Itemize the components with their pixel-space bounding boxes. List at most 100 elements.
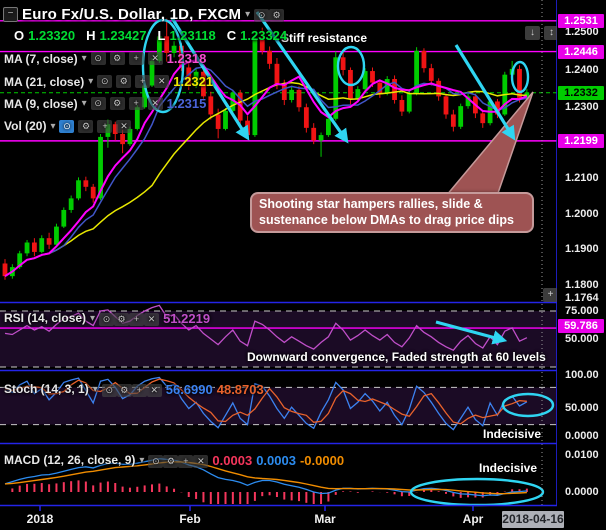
indicator-row-ma2: MA (9, close) ▾ ⊙ ⚙ + ✕ 1.2315 [4,96,206,111]
plus-icon[interactable]: + [178,455,194,468]
plus-icon[interactable]: + [131,384,147,397]
eye-icon[interactable]: ⊙ [90,97,106,110]
symbol-title[interactable]: Euro Fx/U.S. Dollar, 1D, FXCM [22,5,242,23]
indicator-row-ma0: MA (7, close) ▾ ⊙ ⚙ + ✕ 1.2318 [4,51,206,66]
gear-icon[interactable]: ⚙ [163,455,179,468]
chevron-down-icon[interactable]: ▾ [92,383,98,395]
highlight-ellipse[interactable] [336,45,366,87]
chevron-down-icon[interactable]: ▾ [139,454,145,466]
eye-icon[interactable]: ⊙ [148,455,164,468]
price-scale-label: 1.2400 [565,64,599,76]
open-value: 1.23320 [28,28,76,43]
price-scale-label: 0.0000 [565,486,599,498]
rsi-label[interactable]: RSI (14, close) [4,311,87,325]
eye-icon[interactable]: ⊙ [99,313,115,326]
macd-signal-value: -0.0000 [299,452,345,468]
price-scale-label: 1.2100 [565,172,599,184]
series-icon-group: ⊙ ⚙ [254,5,285,23]
eye-icon[interactable]: ⊙ [59,119,75,133]
close-label: C [226,28,237,43]
plus-icon[interactable]: + [128,97,144,110]
price-scale-label: 0.0000 [565,430,599,442]
trend-arrow[interactable] [435,320,508,345]
gear-icon[interactable]: ⚙ [116,384,132,397]
scale-down-button[interactable]: ↓ [525,26,540,40]
price-scale-label: 100.00 [565,369,599,381]
chevron-down-icon[interactable]: ▾ [90,312,96,324]
price-scale-label: 1.2300 [565,101,599,113]
gear-icon[interactable]: ⚙ [114,313,130,326]
stoch-label[interactable]: Stoch (14, 3, 1) [4,382,89,396]
crosshair-date-chip: 2018-04-16 [502,511,564,528]
price-scale-label: 0.0100 [565,449,599,461]
gear-icon[interactable]: ⚙ [78,119,94,133]
pane-plus-button[interactable]: + [543,288,558,302]
chevron-down-icon[interactable]: ▾ [245,8,251,20]
indicator-row-ma1: MA (21, close) ▾ ⊙ ⚙ + ✕ 1.2321 [4,74,213,89]
close-icon[interactable]: ✕ [154,75,170,88]
macd-label[interactable]: MACD (12, 26, close, 9) [4,453,136,467]
rsi-line [4,304,528,352]
highlight-ellipse[interactable] [501,392,555,418]
symbol-header: − Euro Fx/U.S. Dollar, 1D, FXCM ▾ ⊙ ⚙ [3,5,285,23]
eye-icon[interactable]: ⊙ [90,52,106,65]
macd-icon-group: ⊙ ⚙ + ✕ [148,451,209,469]
close-icon[interactable]: ✕ [146,384,162,397]
eye-icon[interactable]: ⊙ [101,384,117,397]
chevron-down-icon[interactable]: ▾ [81,98,87,109]
close-icon[interactable]: ✕ [144,313,160,326]
eye-icon[interactable]: ⊙ [97,75,113,88]
price-level-chip: 1.2199 [558,134,604,148]
time-axis-label: Feb [179,512,201,526]
indicator-value: 1.2315 [166,96,207,111]
plus-icon[interactable]: + [135,75,151,88]
trend-arrow[interactable] [454,44,516,141]
rsi-annotation: Downward convergence, Faded strength at … [247,350,546,364]
gear-icon[interactable]: ⚙ [109,97,125,110]
eye-icon[interactable]: ⊙ [254,9,270,22]
stoch-legend-row: Stoch (14, 3, 1) ▾ ⊙ ⚙ + ✕ 56.6990 48.8703 [4,380,264,398]
trend-arrow[interactable] [170,17,250,141]
scale-updown-button[interactable]: ↕ [544,26,559,40]
close-icon[interactable]: ✕ [147,52,163,65]
collapse-legend-button[interactable]: − [3,6,18,22]
rsi-icon-group: ⊙ ⚙ + ✕ [99,309,160,327]
price-scale-label: 1.1800 [565,279,599,291]
gear-icon[interactable]: ⚙ [116,75,132,88]
close-icon[interactable]: ✕ [193,455,209,468]
gear-icon[interactable]: ⚙ [269,9,285,22]
high-value: 1.23427 [99,28,147,43]
stoch-k-line [4,376,528,431]
indicator-label[interactable]: MA (7, close) [4,51,78,66]
plus-icon[interactable]: + [129,313,145,326]
trend-arrow[interactable] [255,11,349,144]
plus-icon[interactable]: + [97,119,113,133]
callout-line1: Shooting star hampers rallies, slide & [259,197,483,211]
chevron-down-icon[interactable]: ▾ [81,53,87,64]
gear-icon[interactable]: ⚙ [109,52,125,65]
highlight-ellipse[interactable] [141,18,185,114]
indicator-row-vol3: Vol (20) ▾ ⊙ ⚙ + ✕ [4,119,132,133]
chevron-down-icon[interactable]: ▾ [88,76,94,87]
close-icon[interactable]: ✕ [116,119,132,133]
time-axis[interactable]: 2018 Feb Mar Apr 2018-04-16 [0,506,606,530]
close-value: 1.23324 [240,28,288,43]
stoch-icon-group: ⊙ ⚙ + ✕ [101,380,162,398]
plus-icon[interactable]: + [128,52,144,65]
highlight-ellipse[interactable] [510,60,530,94]
indicator-label[interactable]: Vol (20) [4,119,47,133]
macd-signal-line [4,461,527,495]
stoch-k-value: 56.6990 [165,381,213,397]
price-scale-label: 1.2500 [565,26,599,38]
time-axis-label: Apr [462,512,484,526]
price-scale[interactable]: 1.2500 1.2400 1.2300 1.2100 1.2000 1.1900 1.18… [557,0,606,530]
chevron-down-icon[interactable]: ▾ [50,120,56,132]
macd-legend-row: MACD (12, 26, close, 9) ▾ ⊙ ⚙ + ✕ 0.0003 0.… [4,451,344,469]
indicator-label[interactable]: MA (9, close) [4,96,78,111]
stoch-indecisive-annotation: Indecisive [483,427,542,441]
indicator-label[interactable]: MA (21, close) [4,74,85,89]
close-icon[interactable]: ✕ [147,97,163,110]
price-scale-label: 75.000 [565,305,599,317]
